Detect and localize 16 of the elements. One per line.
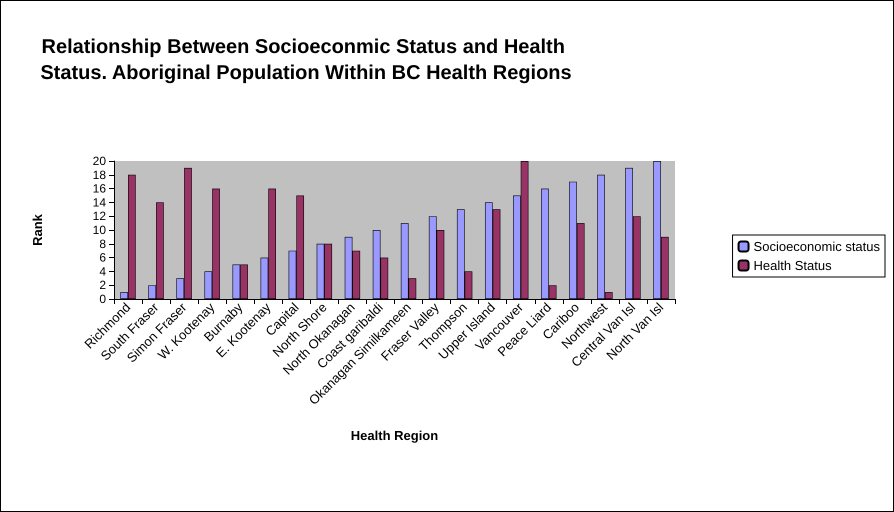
y-tick-label: 4	[99, 264, 106, 278]
y-axis-title: Rank	[30, 213, 45, 246]
y-tick-label: 2	[99, 278, 106, 292]
y-tick-label: 16	[92, 182, 106, 196]
chart-title: Relationship Between Socioeconmic Status and Health Status. Aboriginal Population Within BC Health Regions	[40, 36, 572, 84]
x-axis-title: Health Region	[350, 428, 438, 443]
y-tick-label: 12	[92, 209, 106, 224]
legend-label: Health Status	[754, 258, 832, 273]
y-tick-label: 14	[92, 195, 106, 210]
y-tick-label: 0	[99, 292, 106, 306]
y-tick-label: 6	[99, 250, 106, 265]
y-tick-label: 20	[92, 154, 106, 168]
y-tick-label: 8	[99, 236, 106, 251]
y-tick-label: 18	[92, 168, 106, 182]
y-tick-label: 10	[92, 223, 106, 237]
legend-label: Socioeconomic status	[754, 239, 880, 254]
